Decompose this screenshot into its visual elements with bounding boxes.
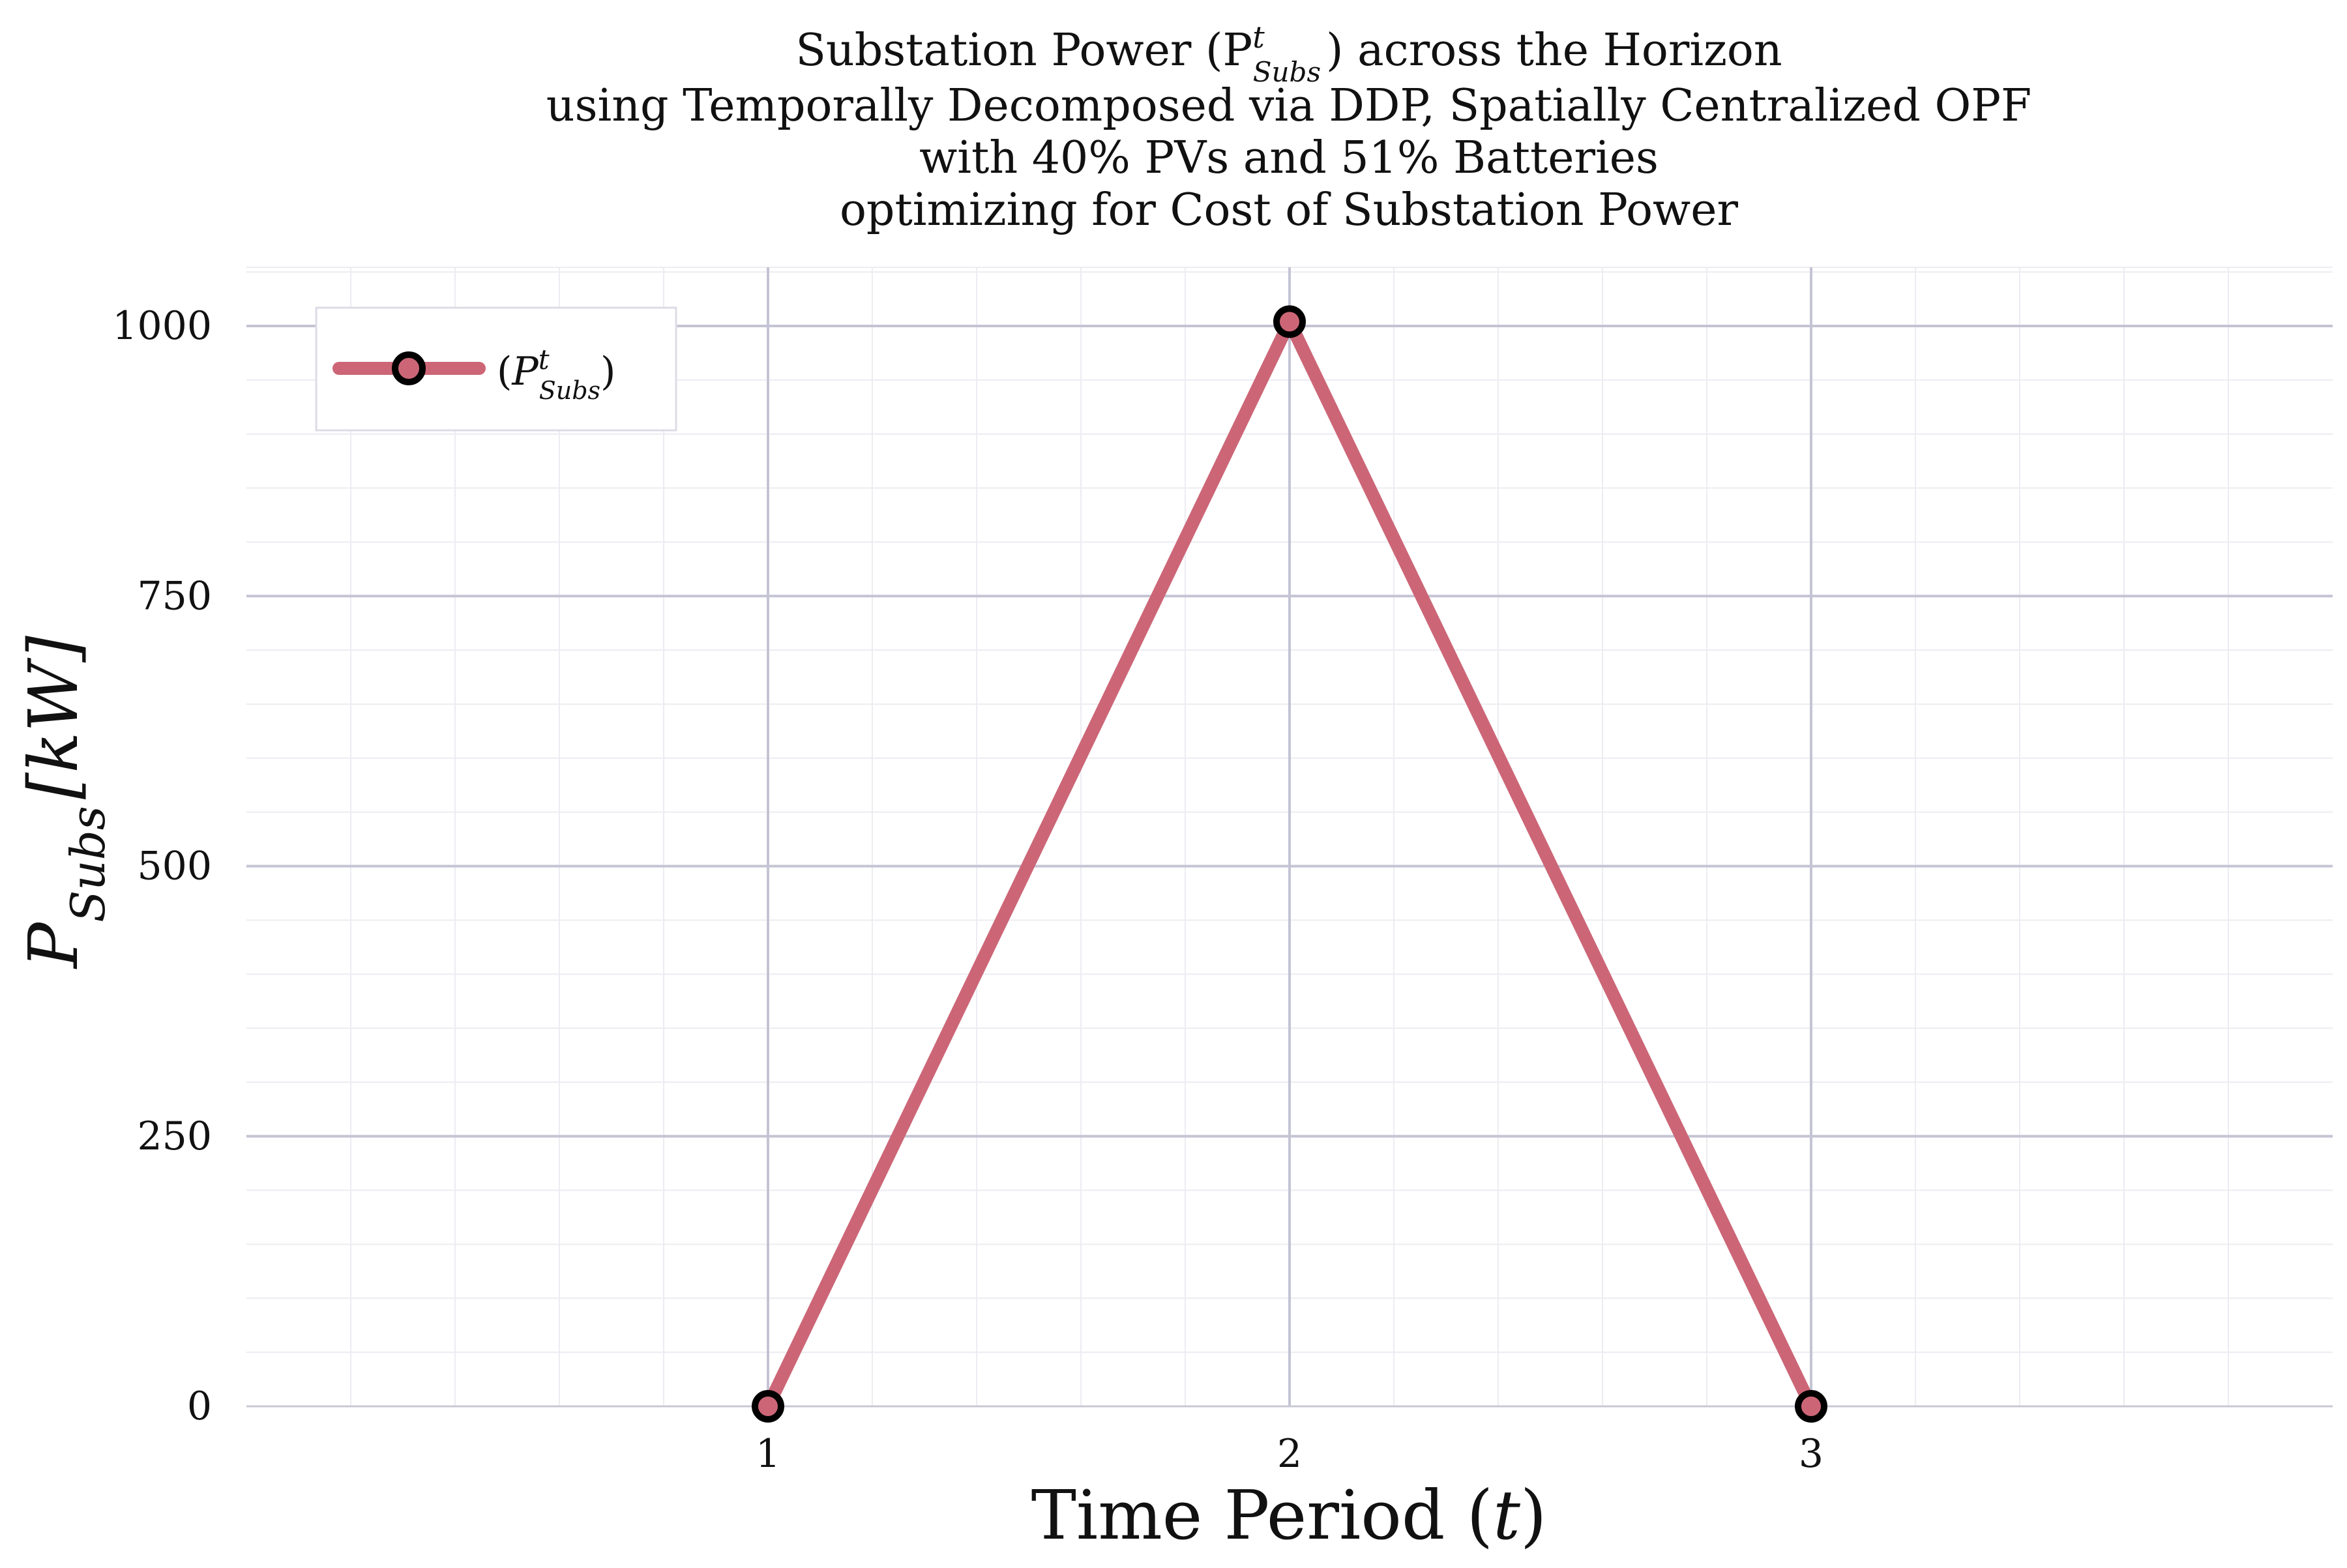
y-tick-label: 250 (137, 1114, 212, 1159)
legend-label: (Pt Subs) (497, 344, 615, 406)
x-axis-label: Time Period (t) (1031, 1475, 1547, 1555)
data-point (1273, 305, 1306, 338)
legend: (Pt Subs) (315, 306, 677, 432)
data-point (1795, 1390, 1827, 1423)
y-axis-ticks: 0 250 500 750 1000 (112, 303, 212, 1429)
x-tick-label: 1 (756, 1431, 780, 1477)
legend-marker-swatch (392, 351, 426, 385)
chart-title: Substation Power (Pt Subs) across the Hor… (546, 20, 2031, 236)
title-line-4: optimizing for Cost of Substation Power (840, 185, 1739, 236)
x-axis-ticks: 1 2 3 (756, 1431, 1823, 1477)
x-tick-label: 3 (1799, 1431, 1823, 1477)
y-tick-label: 500 (137, 844, 212, 889)
y-axis-label: PSubs[kW] (14, 636, 115, 969)
title-line-3: with 40% PVs and 51% Batteries (919, 132, 1659, 184)
title-line-1: Substation Power (Pt Subs) across the Hor… (795, 20, 1782, 88)
y-tick-label: 1000 (112, 303, 212, 349)
x-tick-label: 2 (1277, 1431, 1302, 1477)
series-layer (752, 305, 1827, 1423)
data-point (752, 1390, 784, 1423)
title-line-2: using Temporally Decomposed via DDP, Spa… (546, 80, 2031, 132)
y-tick-label: 0 (187, 1383, 212, 1429)
y-tick-label: 750 (137, 573, 212, 619)
